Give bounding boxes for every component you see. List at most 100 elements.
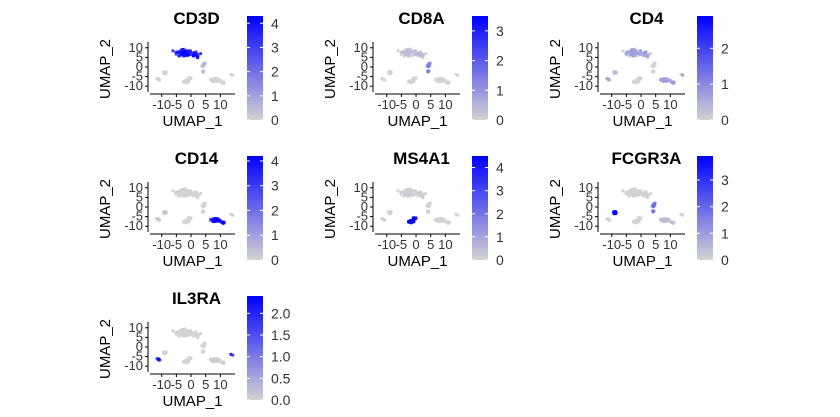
cell-point [203, 341, 207, 345]
x-tick-label: 10 [213, 97, 227, 112]
y-axis-label: UMAP_2 [322, 39, 339, 99]
y-tick-label: 5 [136, 329, 143, 344]
x-tick-label: -10 [377, 237, 396, 252]
cell-point [229, 352, 233, 356]
colorbar [472, 16, 488, 120]
cell-point [381, 78, 386, 82]
cell-point [396, 49, 400, 53]
cell-point [413, 49, 418, 53]
x-tick-label: 10 [213, 237, 227, 252]
cell-point [651, 70, 655, 74]
colorbar-tick-label: 2 [721, 199, 729, 215]
cell-point [418, 191, 423, 195]
cell-point [171, 329, 175, 333]
y-axis-label: UMAP_2 [547, 179, 564, 239]
cell-point [612, 210, 616, 214]
x-tick-label: -5 [621, 97, 633, 112]
y-tick-label: 5 [136, 189, 143, 204]
cell-point [196, 194, 200, 198]
cell-point [440, 78, 444, 82]
colorbar-tick-label: 1 [496, 229, 504, 245]
y-tick-label: 0 [136, 339, 143, 354]
colorbar-tick-label: 4 [271, 153, 279, 169]
cell-point [184, 80, 188, 84]
colorbar-tick-label: 2 [721, 40, 729, 56]
cell-point [186, 216, 190, 220]
colorbar-tick-label: 2 [271, 202, 279, 218]
cell-point [184, 220, 188, 224]
cell-point [203, 201, 207, 205]
cell-point [156, 78, 161, 82]
colorbar [697, 156, 713, 260]
y-tick-label: 0 [136, 199, 143, 214]
cell-point [174, 331, 178, 335]
cell-point [434, 217, 438, 221]
x-tick-label: 5 [427, 97, 434, 112]
cell-point [183, 51, 187, 55]
colorbar-tick-label: 2.0 [271, 305, 291, 321]
x-tick-label: -10 [602, 237, 621, 252]
colorbar-tick-label: 3 [271, 39, 279, 55]
cell-point [186, 356, 190, 360]
y-axis-label: UMAP_2 [322, 179, 339, 239]
cell-point [176, 50, 180, 55]
y-tick-label: 5 [586, 49, 593, 64]
cell-point [437, 219, 441, 223]
colorbar [472, 156, 488, 260]
cell-point [162, 350, 167, 354]
cell-point [202, 204, 206, 208]
cell-point [184, 360, 188, 364]
x-axis-label: UMAP_1 [387, 253, 447, 270]
plot-title: CD4 [629, 9, 664, 28]
colorbar-tick-label: 1 [721, 76, 729, 92]
cell-point [624, 191, 628, 195]
y-tick-label: 0 [361, 59, 368, 74]
y-tick-label: 0 [586, 199, 593, 214]
cell-point [221, 220, 225, 224]
cell-point [446, 81, 450, 85]
cell-point [191, 194, 195, 198]
y-tick-label: -5 [131, 209, 143, 224]
y-tick-label: 10 [129, 320, 143, 335]
cell-point [646, 194, 650, 198]
y-tick-label: -10 [349, 218, 368, 233]
cell-point [636, 216, 641, 220]
cell-point [171, 49, 175, 53]
cell-point [409, 80, 413, 84]
y-tick-label: 5 [586, 189, 593, 204]
cell-point [670, 221, 675, 225]
cell-point [635, 192, 639, 196]
x-tick-label: -5 [621, 237, 633, 252]
colorbar-tick-label: 0.5 [271, 370, 291, 386]
x-tick-label: 5 [202, 97, 209, 112]
cell-point [201, 70, 205, 74]
y-tick-label: 10 [354, 40, 368, 55]
colorbar-tick-label: 3 [271, 178, 279, 194]
cell-point [202, 344, 206, 348]
colorbar-tick-label: 0 [271, 112, 279, 128]
y-axis-label: UMAP_2 [97, 319, 114, 379]
cell-point [624, 52, 628, 56]
cell-point [201, 350, 205, 354]
plot-title: FCGR3A [612, 149, 682, 168]
y-tick-label: 10 [354, 180, 368, 195]
colorbar-tick-label: 1.0 [271, 349, 291, 365]
colorbar-tick-label: 4 [271, 15, 279, 31]
cell-point [177, 54, 181, 58]
colorbar-tick-label: 0 [496, 252, 504, 268]
cell-point [420, 54, 424, 58]
colorbar-tick-label: 1 [271, 88, 279, 104]
cell-point [221, 361, 225, 365]
cell-point [396, 189, 400, 193]
x-tick-label: 5 [652, 97, 659, 112]
cell-point [381, 218, 386, 222]
cell-point [174, 191, 178, 195]
x-tick-label: 0 [637, 237, 644, 252]
cell-point [215, 78, 219, 82]
plot-title: IL3RA [172, 289, 221, 308]
cell-point [428, 201, 432, 205]
colorbar [247, 156, 263, 260]
